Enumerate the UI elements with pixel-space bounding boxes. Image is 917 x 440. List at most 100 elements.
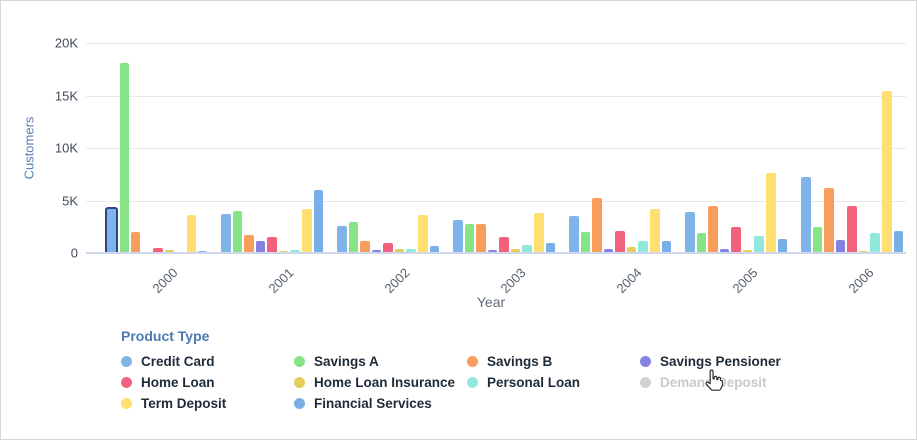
bar-savings-b-2003[interactable] (476, 223, 486, 253)
legend-item-home-loan[interactable]: Home Loan (121, 374, 294, 391)
legend-dot-savings-a (294, 356, 305, 367)
bar-term-deposit-2006[interactable] (881, 91, 892, 253)
legend-dot-financial-services (294, 398, 305, 409)
bar-credit-card-2006[interactable] (801, 177, 811, 253)
bar-home-loan-2000[interactable] (153, 248, 163, 253)
bar-term-deposit-2000[interactable] (186, 214, 196, 253)
legend-item-term-deposit[interactable]: Term Deposit (121, 395, 294, 412)
bar-group-2003 (453, 213, 556, 253)
bar-savings-a-2004[interactable] (580, 232, 591, 253)
bar-savings-b-2001[interactable] (244, 235, 254, 253)
bar-savings-a-2000[interactable] (120, 62, 130, 253)
bar-savings-b-2002[interactable] (360, 241, 370, 253)
x-tick-label-2000: 2000 (149, 265, 181, 297)
bar-savings-b-2004[interactable] (592, 198, 602, 253)
gridline-20K (86, 43, 906, 44)
legend-item-savings-a[interactable]: Savings A (294, 353, 467, 370)
bar-home-loan-2003[interactable] (499, 237, 509, 253)
bar-savings-pensioner-2002[interactable] (371, 249, 382, 253)
legend-dot-home-loan (121, 377, 132, 388)
gridline-10K (86, 148, 906, 149)
bar-home-loan-insurance-2004[interactable] (626, 247, 637, 253)
bar-home-loan-insurance-2003[interactable] (510, 248, 521, 253)
legend-dot-credit-card (121, 356, 132, 367)
bar-financial-services-2001[interactable] (313, 190, 324, 253)
bar-home-loan-2001[interactable] (267, 237, 277, 253)
bar-home-loan-2002[interactable] (383, 242, 393, 253)
bar-savings-pensioner-2005[interactable] (719, 248, 730, 253)
bar-savings-a-2003[interactable] (464, 223, 475, 253)
legend-item-home-loan-insurance[interactable]: Home Loan Insurance (294, 374, 467, 391)
legend-label: Personal Loan (487, 375, 581, 390)
legend-grid: Credit Card Savings A Savings B Savings Pen… (121, 353, 813, 412)
bar-financial-services-2002[interactable] (429, 245, 440, 253)
gridline-5K (86, 200, 906, 202)
bar-credit-card-2002[interactable] (337, 226, 347, 253)
bar-savings-pensioner-2001[interactable] (255, 241, 266, 253)
x-tick-label-2003: 2003 (497, 265, 529, 297)
gridline-15K (86, 95, 906, 97)
bar-personal-loan-2004[interactable] (638, 241, 648, 253)
bar-home-loan-2005[interactable] (731, 226, 741, 253)
bar-home-loan-2004[interactable] (615, 230, 625, 253)
bar-personal-loan-2003[interactable] (522, 244, 532, 253)
bar-credit-card-2003[interactable] (453, 219, 463, 253)
bar-personal-loan-2006[interactable] (870, 233, 880, 253)
x-axis-title: Year (476, 294, 506, 310)
bar-term-deposit-2002[interactable] (417, 215, 428, 253)
legend-item-credit-card[interactable]: Credit Card (121, 353, 294, 370)
bar-term-deposit-2001[interactable] (301, 208, 312, 253)
y-tick-label: 20K (54, 35, 78, 51)
bar-home-loan-insurance-2000[interactable] (164, 250, 174, 253)
bar-credit-card-2004[interactable] (569, 216, 579, 253)
bar-personal-loan-2002[interactable] (406, 249, 416, 253)
bar-group-2000 (105, 62, 207, 253)
bar-term-deposit-2005[interactable] (765, 173, 776, 253)
bar-savings-a-2002[interactable] (348, 221, 359, 253)
legend-label: Home Loan Insurance (314, 375, 456, 390)
bar-savings-b-2000[interactable] (131, 232, 141, 253)
legend-label: Credit Card (141, 354, 215, 369)
y-tick-label: 5K (62, 193, 78, 208)
bar-savings-a-2005[interactable] (696, 233, 707, 253)
legend-item-demand-deposit[interactable]: Demand Deposit (640, 374, 813, 391)
bar-term-deposit-2004[interactable] (649, 208, 660, 253)
legend-dot-savings-pensioner (640, 356, 651, 367)
legend-label: Home Loan (141, 375, 215, 390)
legend-dot-demand-deposit (640, 377, 651, 388)
bar-savings-pensioner-2004[interactable] (603, 248, 614, 253)
x-tick-label-2001: 2001 (265, 265, 297, 297)
bar-group-2004 (569, 198, 672, 253)
legend-label: Term Deposit (141, 396, 227, 411)
bar-savings-a-2001[interactable] (232, 211, 243, 253)
legend-title: Product Type (121, 328, 210, 344)
bar-credit-card-2001[interactable] (221, 214, 231, 253)
y-tick-label: 10K (54, 140, 78, 156)
bar-savings-b-2006[interactable] (824, 187, 834, 253)
legend-item-financial-services[interactable]: Financial Services (294, 395, 467, 412)
bar-home-loan-insurance-2002[interactable] (394, 249, 405, 253)
bar-home-loan-2006[interactable] (847, 205, 857, 253)
bar-term-deposit-2003[interactable] (533, 213, 544, 253)
bar-savings-pensioner-2006[interactable] (835, 240, 846, 253)
y-tick-label: 15K (54, 88, 78, 103)
bar-credit-card-2000[interactable] (105, 206, 119, 253)
bar-financial-services-2005[interactable] (777, 239, 788, 253)
bar-credit-card-2005[interactable] (685, 212, 695, 253)
legend-item-savings-pensioner[interactable]: Savings Pensioner (640, 353, 813, 370)
plot-area: 2000 2001 2002 2003 2004 2005 2006 (86, 43, 906, 296)
legend-item-personal-loan[interactable]: Personal Loan (467, 374, 640, 391)
bar-personal-loan-2001[interactable] (290, 250, 300, 253)
bar-financial-services-2004[interactable] (661, 241, 672, 253)
y-axis-title: Customers (21, 116, 37, 180)
bar-savings-pensioner-2003[interactable] (487, 249, 498, 253)
legend-item-savings-b[interactable]: Savings B (467, 353, 640, 370)
bar-group-2005 (685, 173, 788, 253)
bar-savings-a-2006[interactable] (812, 226, 823, 253)
bar-home-loan-insurance-2005[interactable] (742, 249, 753, 253)
bar-financial-services-2003[interactable] (545, 243, 556, 253)
x-axis-line (86, 252, 906, 254)
bar-personal-loan-2005[interactable] (754, 235, 764, 253)
bar-savings-b-2005[interactable] (708, 205, 718, 253)
bar-financial-services-2006[interactable] (893, 230, 904, 253)
